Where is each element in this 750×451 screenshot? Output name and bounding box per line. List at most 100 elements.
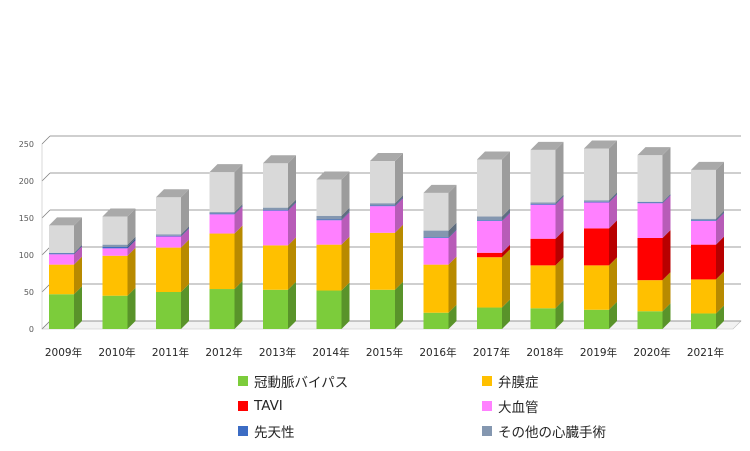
bar-segment — [584, 265, 609, 310]
bar-segment — [637, 203, 663, 238]
gridline-diagonal — [41, 283, 51, 293]
gridline-diagonal — [41, 246, 51, 256]
bar-stack — [156, 189, 189, 329]
x-tick-label: 2009年 — [45, 346, 82, 359]
x-tick-label: 2010年 — [98, 346, 135, 359]
bar-segment — [370, 289, 395, 329]
bar-segment — [530, 204, 556, 239]
bar-segment-side — [716, 212, 724, 221]
legend-swatch — [238, 426, 248, 436]
bar-segment — [156, 236, 181, 248]
bar-stack — [584, 140, 617, 329]
bar-segment-side — [555, 196, 564, 239]
bar-segment-side — [74, 246, 82, 265]
bar-segment-side — [395, 195, 403, 206]
x-tick-label: 2021年 — [687, 346, 724, 359]
bar-segment-side — [181, 189, 189, 235]
bar-segment — [370, 232, 395, 290]
bar-segment-side — [662, 194, 671, 204]
bar-top-face — [423, 184, 457, 193]
bar-segment — [209, 214, 235, 234]
legend-label: 先天性 — [254, 425, 295, 441]
bar-top-face — [102, 208, 136, 217]
bar-segment — [477, 220, 502, 253]
bar-segment — [370, 161, 395, 204]
stacked-bar-chart: 0 50 100 150 200 250 2009年 2010年 2011年 2012年 2013年… — [19, 135, 742, 359]
bar-segment — [316, 244, 342, 291]
bar-stack — [263, 155, 296, 329]
bar-segment — [370, 205, 395, 207]
bar-segment — [156, 197, 181, 235]
bar-top-face — [637, 147, 671, 156]
bar-segment — [423, 237, 449, 265]
x-tick-label: 2014年 — [312, 346, 349, 359]
bar-segment — [209, 172, 235, 213]
bar-segment-side — [609, 220, 617, 266]
bar-segment-side — [74, 217, 82, 253]
legend-label: 大血管 — [498, 400, 539, 416]
bar-segment — [316, 220, 342, 245]
bar-top-face — [49, 217, 82, 226]
bar-segment-side — [555, 300, 564, 329]
bar-segment — [691, 279, 716, 314]
bar-segment — [263, 245, 288, 290]
bar-segment-side — [341, 212, 350, 245]
bar-segment-side — [662, 147, 671, 202]
legend-swatch — [238, 376, 248, 386]
bar-segment-side — [181, 226, 189, 236]
bar-segment-side — [609, 194, 617, 229]
bar-segment — [263, 289, 288, 329]
bar-segment-side — [288, 201, 296, 211]
bar-segment-side — [502, 208, 510, 221]
bar-segment — [423, 264, 449, 313]
bar-segment — [691, 244, 716, 280]
bar-segment-side — [234, 225, 243, 290]
bar-segment — [477, 257, 502, 308]
bar-segment-side — [74, 245, 82, 255]
bar-segment-side — [502, 212, 510, 221]
legend-item: 弁膜症 — [482, 370, 539, 392]
y-tick-label: 0 — [29, 325, 34, 334]
bar-segment-side — [127, 238, 136, 249]
bar-top-face — [691, 161, 724, 170]
bar-segment — [102, 248, 128, 256]
bar-segment-side — [395, 197, 403, 207]
bar-segment-side — [555, 195, 564, 205]
bar-segment — [316, 179, 342, 216]
y-tick-label: 100 — [19, 251, 34, 260]
bar-segment — [691, 218, 716, 221]
bar-segment-side — [234, 164, 243, 213]
bar-segment-side — [234, 205, 243, 215]
bar-segment-side — [609, 140, 617, 201]
bar-top-face — [477, 151, 510, 160]
bar-segment — [156, 235, 181, 237]
bar-segment — [584, 200, 609, 202]
bar-segment — [584, 201, 609, 203]
bar-segment-side — [448, 229, 457, 238]
bar-segment — [316, 219, 342, 221]
bar-segment-side — [395, 224, 403, 290]
gridline-diagonal — [41, 209, 51, 219]
x-tick-label: 2020年 — [633, 346, 670, 359]
gridline-diagonal — [41, 172, 51, 182]
bar-segment-side — [74, 286, 82, 329]
bar-segment-side — [502, 299, 510, 329]
bar-segment-side — [288, 281, 296, 329]
bar-segment — [691, 220, 716, 245]
legend-swatch — [482, 401, 492, 411]
x-tick-label: 2013年 — [259, 346, 296, 359]
bar-segment-side — [395, 153, 403, 204]
bar-segment — [530, 202, 556, 204]
bar-segment-side — [609, 192, 617, 202]
bar-segment-side — [341, 207, 350, 220]
legend-item: その他の心臓手術 — [482, 420, 606, 442]
x-tick-label: 2017年 — [473, 346, 510, 359]
bar-segment — [156, 234, 181, 236]
bar-segment — [102, 246, 128, 249]
bar-top-face — [209, 164, 243, 173]
bar-segment — [423, 237, 449, 238]
bar-segment-side — [127, 240, 136, 256]
x-tick-label: 2019年 — [580, 346, 617, 359]
bar-segment-side — [448, 229, 457, 265]
bar-segment-side — [662, 272, 671, 312]
